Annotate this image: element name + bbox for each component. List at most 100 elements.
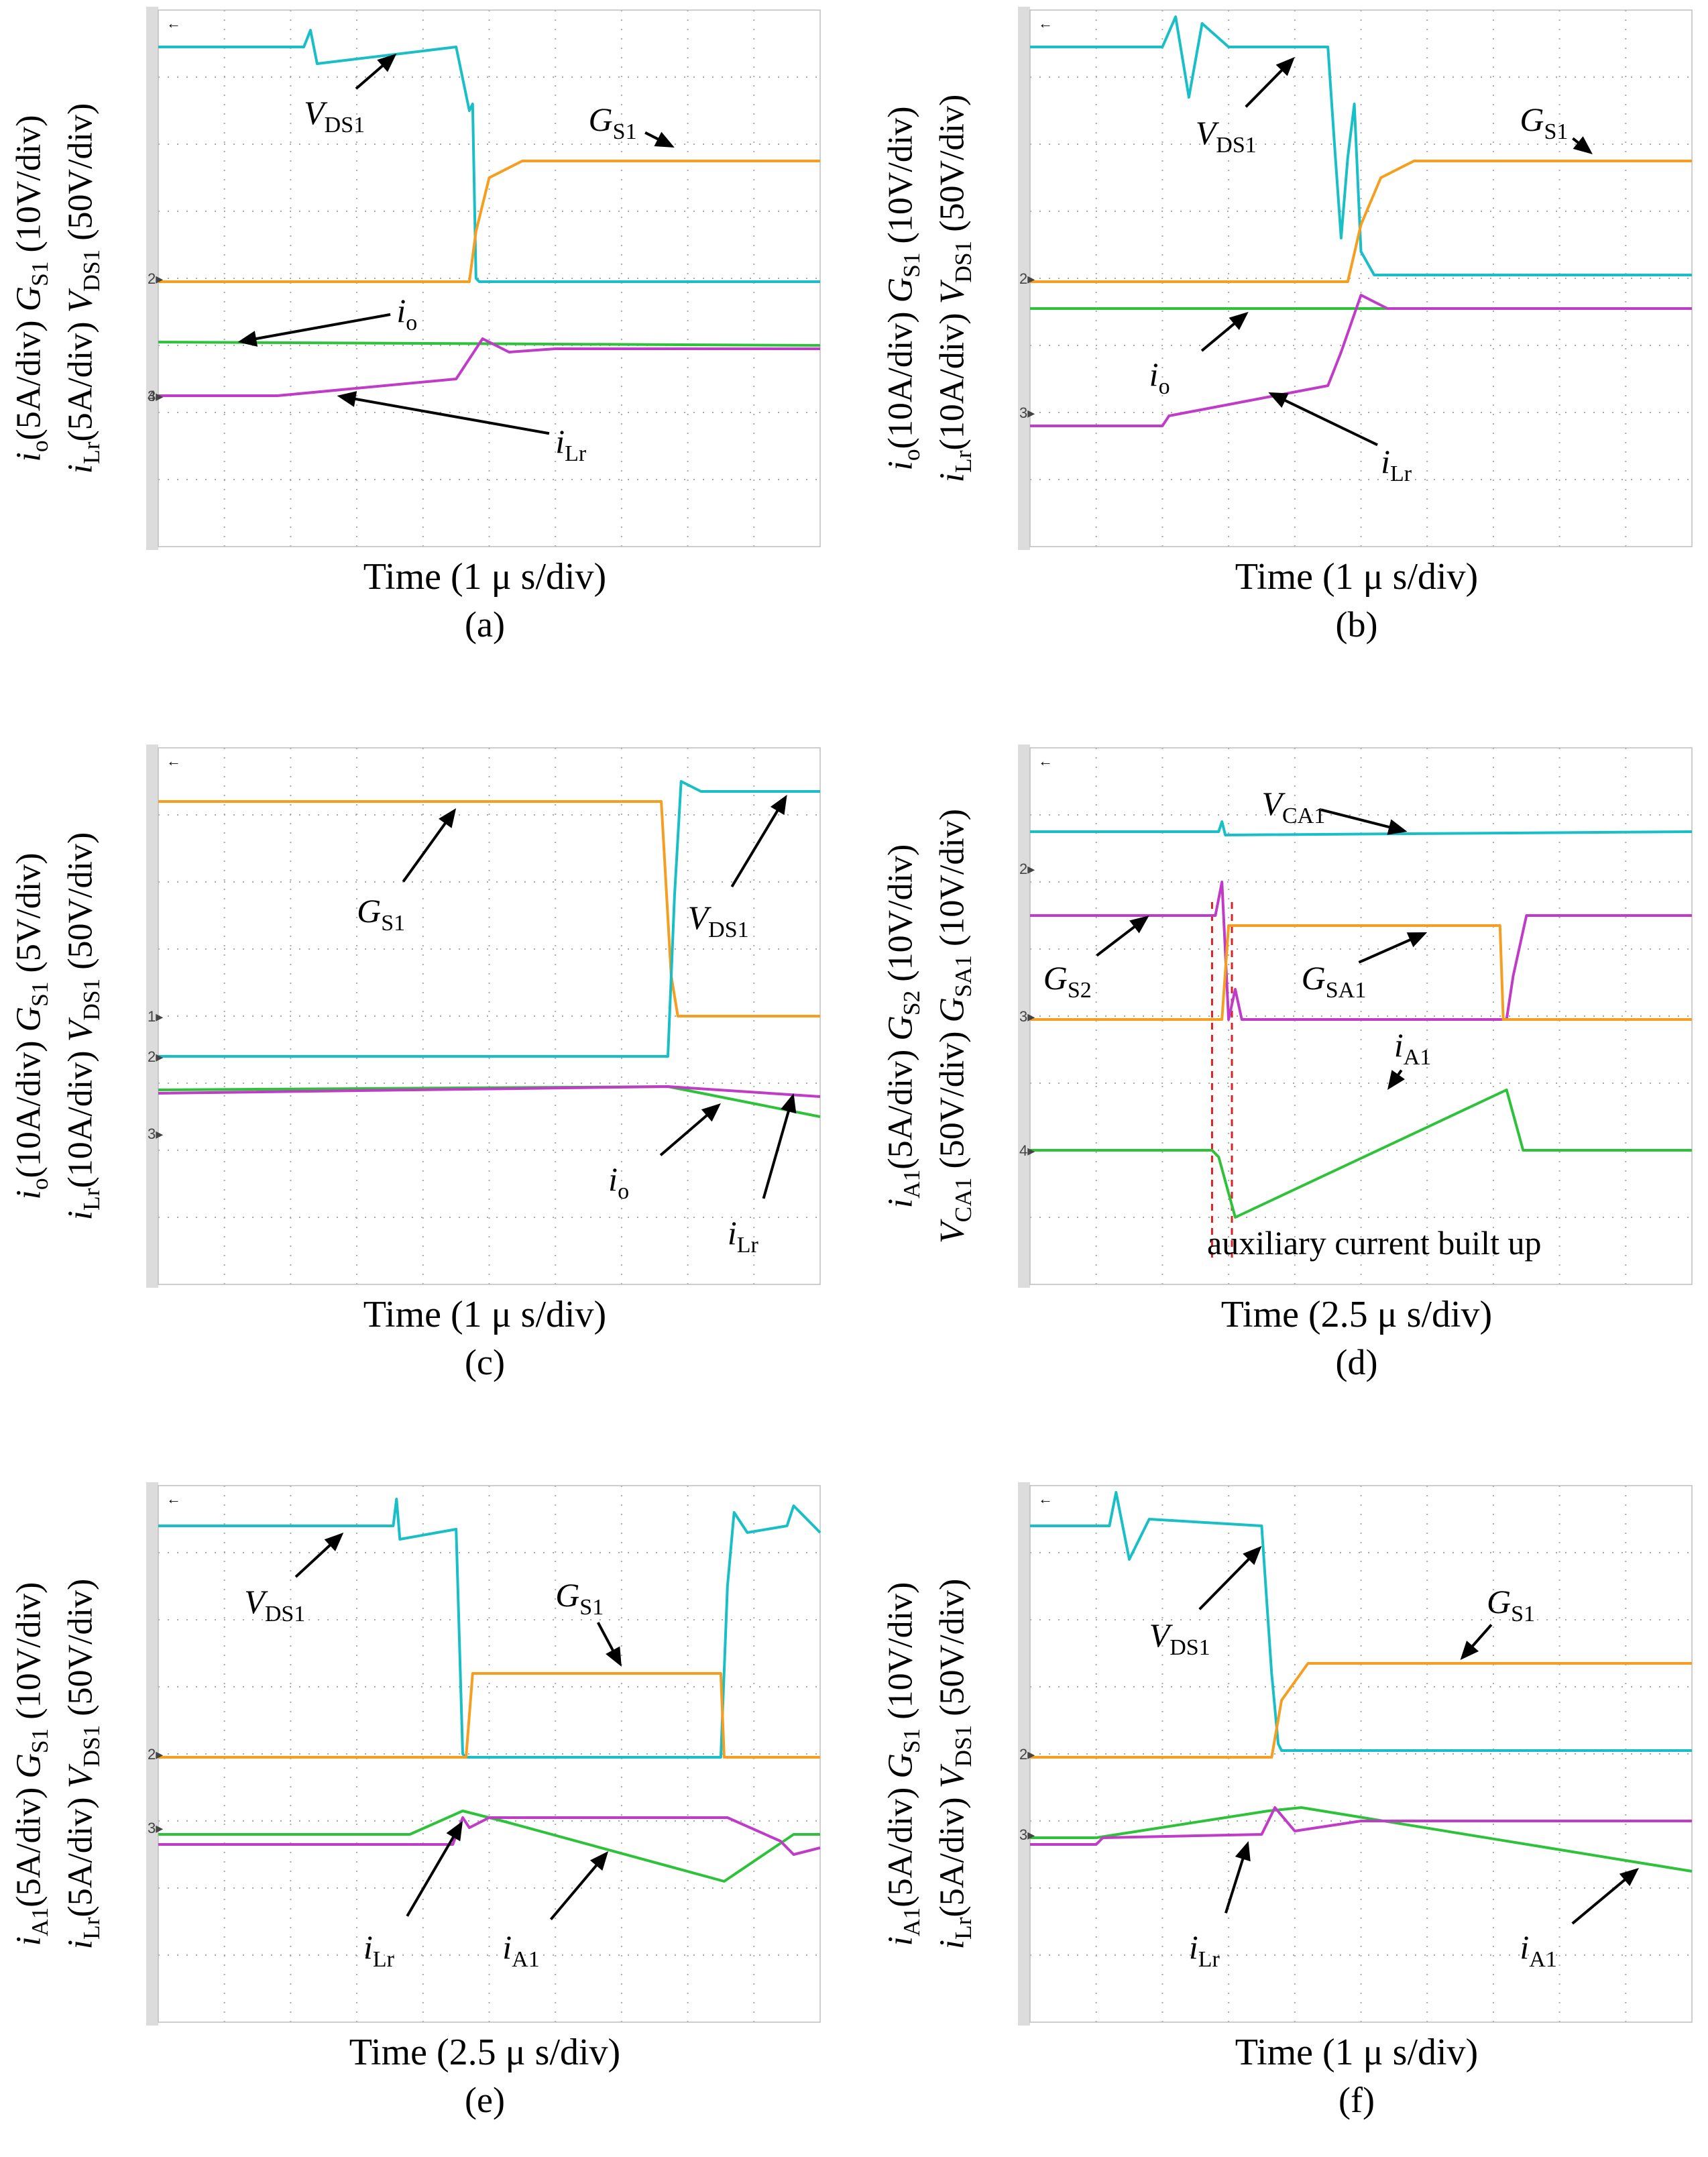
plot-frame — [158, 1485, 821, 2023]
annotation-label: iLr — [728, 1214, 759, 1258]
annotation-label: GS1 — [357, 892, 405, 936]
annotation-label: VDS1 — [1196, 114, 1257, 158]
annotation-label: io — [396, 292, 417, 335]
channel-marker: 3▸ — [1019, 1826, 1035, 1843]
annotation-label: iLr — [1189, 1928, 1220, 1972]
annotation-arrow — [549, 1859, 602, 1921]
channel-marker: 2▸ — [148, 1746, 163, 1763]
annotation-label: iA1 — [1520, 1928, 1556, 1972]
annotation-arrow-head — [1235, 1841, 1251, 1862]
oscilloscope-plot: ← 2▸ 3▸ VDS1 GS1 iLr iA1 — [146, 1482, 823, 2026]
y-axis-label: iA1(5A/div) GS1 (10V/div) iLr(5A/div) VD… — [881, 1578, 977, 1950]
annotation-arrow — [1096, 922, 1141, 957]
trace-gs2 — [1030, 881, 1692, 1021]
plot-frame — [1029, 9, 1693, 547]
annotation-arrow-head — [589, 1851, 609, 1871]
panel-tag: (e) — [465, 2080, 505, 2120]
annotation-arrow — [659, 1110, 713, 1156]
trigger-arrow-icon: ← — [1038, 15, 1053, 32]
annotation-label: io — [1149, 355, 1170, 399]
annotation-label: GS1 — [1520, 101, 1568, 144]
y-axis-label: io(10A/div) GS1 (10V/div) iLr(10A/div) V… — [881, 94, 977, 483]
trace-vca1 — [1030, 820, 1693, 836]
scope-side-bar — [146, 1482, 158, 2026]
annotation-arrow — [348, 396, 550, 435]
trace-gsa1 — [1030, 924, 1692, 1021]
trace-gs1 — [1030, 160, 1692, 283]
annotation-arrow-head — [337, 391, 357, 407]
trigger-arrow-icon: ← — [1038, 753, 1053, 769]
annotation-arrow-head — [439, 808, 457, 828]
trace-ilr — [158, 1085, 821, 1098]
annotation-label: iA1 — [502, 1928, 539, 1972]
channel-marker: 2▸ — [1019, 861, 1035, 877]
x-axis-label: Time (1 μ s/div) — [1235, 556, 1479, 598]
panel-b: io(10A/div) GS1 (10V/div) iLr(10A/div) V… — [872, 0, 1703, 671]
trace-gs1 — [1030, 1662, 1692, 1759]
annotation-label: VDS1 — [244, 1583, 305, 1626]
trace-vds1 — [158, 29, 820, 283]
channel-marker: 3▸ — [148, 1125, 163, 1142]
channel-marker: 2▸ — [148, 1048, 163, 1065]
annotation-label: iLr — [1381, 443, 1412, 486]
annotation-arrow-head — [377, 54, 397, 72]
annotation-arrow — [249, 313, 391, 341]
annotation-label: GS1 — [1487, 1583, 1535, 1626]
annotation-label: iLr — [363, 1928, 395, 1972]
panel-c: io(10A/div) GS1 (5V/div) iLr(10A/div) VD… — [0, 738, 832, 1408]
channel-marker: 3▸ — [1019, 1008, 1035, 1025]
panel-tag: (c) — [465, 1342, 505, 1382]
annotation-arrow-head — [781, 1093, 797, 1114]
scope-side-bar — [146, 7, 158, 550]
panel-f: iA1(5A/div) GS1 (10V/div) iLr(5A/div) VD… — [872, 1476, 1703, 2146]
trigger-arrow-icon: ← — [166, 15, 181, 32]
trigger-arrow-icon: ← — [1038, 1490, 1053, 1507]
trace-ia1 — [158, 1810, 820, 1883]
annotation-arrow-head — [1460, 1641, 1479, 1660]
x-axis-label: Time (1 μ s/div) — [363, 556, 607, 598]
panel-tag: (d) — [1335, 1342, 1378, 1382]
annotation-arrow-head — [1268, 392, 1289, 408]
annotation-arrow-head — [1229, 312, 1249, 331]
annotation-arrow — [1571, 1875, 1631, 1925]
plot-background — [1018, 7, 1695, 550]
channel-marker: 4▸ — [148, 388, 163, 404]
scope-side-bar — [1018, 744, 1030, 1288]
annotation-label: GS1 — [555, 1576, 604, 1620]
panel-e: iA1(5A/div) GS1 (10V/div) iLr(5A/div) VD… — [0, 1476, 832, 2146]
y-axis-label: iA1(5A/div) GS1 (10V/div) iLr(5A/div) VD… — [9, 1578, 105, 1950]
annotation-label: VCA1 — [1261, 785, 1325, 828]
annotation-arrow — [1278, 396, 1378, 447]
channel-marker: 3▸ — [148, 388, 163, 404]
annotation-arrow-head — [1406, 932, 1428, 948]
trace-gs1 — [158, 160, 820, 283]
oscilloscope-plot: ← 3▸ 2▸ 4▸ VCA1 GS2 GSA1 iA1 auxiliary current b… — [1018, 744, 1695, 1288]
annotation-arrow — [1358, 936, 1417, 964]
annotation-arrow-head — [1275, 57, 1295, 76]
trace-vds1 — [158, 780, 820, 1058]
plot-frame — [1029, 1485, 1693, 2023]
annotation-arrow — [406, 1830, 458, 1917]
annotation-arrow — [294, 1539, 336, 1578]
scope-side-bar — [1018, 1482, 1030, 2026]
y-axis-label: io(10A/div) GS1 (5V/div) iLr(10A/div) VD… — [9, 832, 105, 1221]
annotation-arrow-head — [1387, 1070, 1405, 1090]
channel-marker: 3▸ — [148, 1820, 163, 1836]
scope-side-bar — [146, 744, 158, 1288]
panel-a: io(5A/div) GS1 (10V/div) iLr(5A/div) VDS… — [0, 0, 832, 671]
x-axis-label: Time (2.5 μ s/div) — [1220, 1294, 1493, 1335]
annotation-arrow — [1198, 1553, 1255, 1610]
annotation-label: GSA1 — [1302, 959, 1367, 1003]
oscilloscope-plot: ← 2▸ 4▸ 3▸ VDS1 GS1 io iLr — [146, 7, 823, 550]
annotation-arrow — [402, 817, 451, 883]
plot-frame — [158, 9, 821, 547]
annotation-label: VDS1 — [304, 94, 365, 137]
trace-vds1 — [158, 1498, 821, 1759]
annotation-arrow-head — [654, 131, 675, 148]
annotation-arrow-head — [1619, 1868, 1640, 1887]
annotation-note: auxiliary current built up — [1207, 1224, 1541, 1262]
y-axis-label: iA1(5A/div) GS2 (10V/div) VCA1 (50V/div)… — [881, 808, 977, 1244]
oscilloscope-plot: ← 2▸ 3▸ VDS1 GS1 iLr iA1 — [1018, 1482, 1695, 2026]
x-axis-label: Time (1 μ s/div) — [363, 1294, 607, 1335]
panel-tag: (f) — [1339, 2080, 1375, 2120]
